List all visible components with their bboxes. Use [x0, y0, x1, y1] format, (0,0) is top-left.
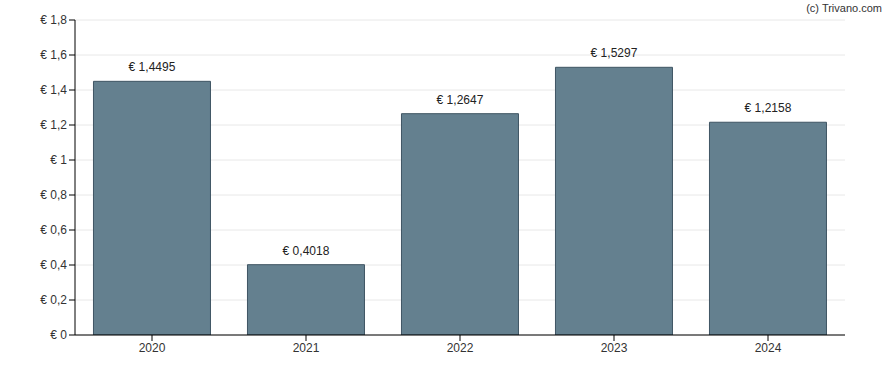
svg-text:€ 1: € 1	[50, 153, 67, 167]
svg-text:€ 0: € 0	[50, 328, 67, 342]
svg-text:€ 0,6: € 0,6	[40, 223, 67, 237]
svg-text:€ 1,8: € 1,8	[40, 13, 67, 27]
svg-text:€ 1,5297: € 1,5297	[591, 46, 638, 60]
svg-text:2024: 2024	[755, 341, 782, 355]
svg-text:2020: 2020	[139, 341, 166, 355]
svg-text:2022: 2022	[447, 341, 474, 355]
svg-text:€ 0,4: € 0,4	[40, 258, 67, 272]
svg-text:€ 1,4495: € 1,4495	[129, 60, 176, 74]
svg-text:€ 1,6: € 1,6	[40, 48, 67, 62]
svg-text:2021: 2021	[293, 341, 320, 355]
svg-text:€ 1,2158: € 1,2158	[745, 101, 792, 115]
html-text:(c) Trivano.com: (c) Trivano.com	[806, 2, 882, 14]
svg-text:€ 1,4: € 1,4	[40, 83, 67, 97]
svg-text:€ 0,2: € 0,2	[40, 293, 67, 307]
svg-text:€ 0,4018: € 0,4018	[283, 244, 330, 258]
svg-text:€ 0,8: € 0,8	[40, 188, 67, 202]
svg-text:2023: 2023	[601, 341, 628, 355]
svg-text:€ 1,2: € 1,2	[40, 118, 67, 132]
svg-text:€ 1,2647: € 1,2647	[437, 93, 484, 107]
